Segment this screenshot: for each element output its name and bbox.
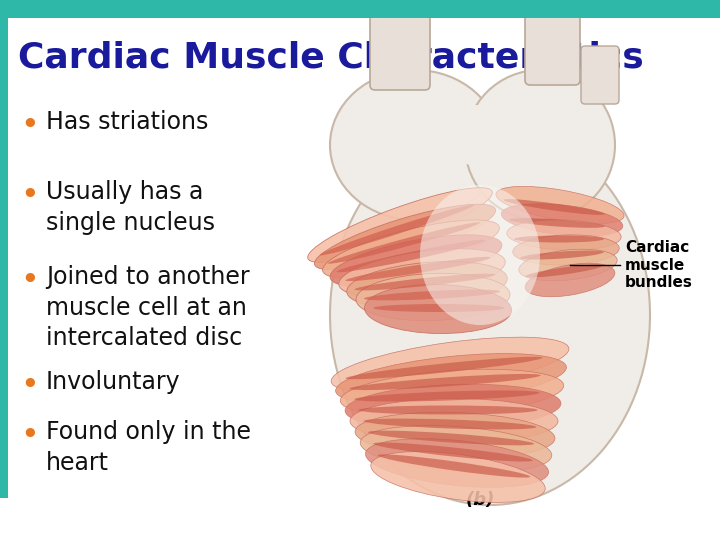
Text: (b): (b) bbox=[465, 491, 495, 509]
FancyBboxPatch shape bbox=[581, 46, 619, 104]
Text: •: • bbox=[21, 370, 40, 401]
Ellipse shape bbox=[435, 105, 515, 165]
Text: Joined to another
muscle cell at an
intercalated disc: Joined to another muscle cell at an inte… bbox=[46, 265, 250, 350]
Ellipse shape bbox=[364, 418, 536, 429]
Ellipse shape bbox=[320, 205, 474, 255]
Ellipse shape bbox=[356, 273, 510, 321]
Ellipse shape bbox=[374, 442, 533, 462]
Ellipse shape bbox=[331, 337, 569, 393]
Ellipse shape bbox=[513, 235, 619, 265]
Text: Cardiac
muscle
bundles: Cardiac muscle bundles bbox=[625, 240, 693, 290]
Ellipse shape bbox=[345, 384, 561, 430]
Text: Found only in the
heart: Found only in the heart bbox=[46, 420, 251, 475]
Ellipse shape bbox=[526, 265, 603, 278]
Ellipse shape bbox=[323, 220, 500, 278]
Text: •: • bbox=[21, 265, 40, 296]
FancyBboxPatch shape bbox=[525, 10, 580, 85]
Ellipse shape bbox=[349, 374, 541, 390]
Text: Usually has a
single nucleus: Usually has a single nucleus bbox=[46, 180, 215, 235]
Ellipse shape bbox=[337, 240, 485, 272]
Ellipse shape bbox=[315, 204, 495, 270]
Ellipse shape bbox=[341, 369, 564, 417]
Ellipse shape bbox=[364, 285, 511, 334]
Ellipse shape bbox=[360, 426, 552, 472]
Ellipse shape bbox=[355, 412, 555, 458]
Bar bbox=[0, 0, 720, 18]
FancyBboxPatch shape bbox=[370, 0, 430, 90]
Ellipse shape bbox=[366, 438, 549, 488]
Ellipse shape bbox=[501, 204, 623, 236]
Ellipse shape bbox=[330, 70, 500, 220]
Ellipse shape bbox=[378, 454, 530, 477]
Ellipse shape bbox=[346, 357, 542, 379]
Ellipse shape bbox=[520, 251, 604, 260]
Bar bbox=[0, 18, 8, 498]
Text: •: • bbox=[21, 110, 40, 141]
Ellipse shape bbox=[350, 399, 558, 443]
Ellipse shape bbox=[374, 304, 505, 312]
Ellipse shape bbox=[330, 125, 650, 505]
Text: •: • bbox=[21, 420, 40, 451]
Ellipse shape bbox=[519, 249, 617, 281]
Text: Involuntary: Involuntary bbox=[46, 370, 181, 394]
Ellipse shape bbox=[364, 289, 500, 300]
Ellipse shape bbox=[465, 70, 615, 220]
Ellipse shape bbox=[328, 222, 480, 264]
Ellipse shape bbox=[336, 354, 567, 404]
Ellipse shape bbox=[509, 218, 605, 228]
Ellipse shape bbox=[359, 406, 538, 415]
Ellipse shape bbox=[307, 188, 492, 262]
Ellipse shape bbox=[347, 261, 507, 308]
Ellipse shape bbox=[503, 199, 605, 215]
Ellipse shape bbox=[371, 451, 545, 502]
Ellipse shape bbox=[420, 185, 540, 325]
Ellipse shape bbox=[525, 263, 615, 297]
Ellipse shape bbox=[507, 220, 621, 250]
Ellipse shape bbox=[339, 249, 505, 298]
Ellipse shape bbox=[354, 274, 495, 291]
Ellipse shape bbox=[514, 235, 604, 242]
Ellipse shape bbox=[354, 390, 540, 402]
Text: •: • bbox=[21, 180, 40, 211]
Ellipse shape bbox=[346, 257, 490, 281]
Ellipse shape bbox=[330, 235, 502, 287]
Text: Cardiac Muscle Characteristics: Cardiac Muscle Characteristics bbox=[18, 41, 644, 75]
Ellipse shape bbox=[496, 186, 624, 224]
Ellipse shape bbox=[368, 431, 534, 445]
Text: Has striations: Has striations bbox=[46, 110, 208, 134]
